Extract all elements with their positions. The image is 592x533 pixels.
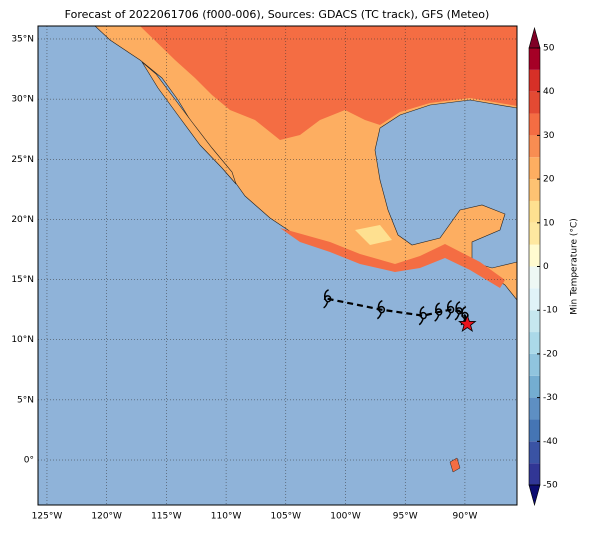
storm-symbol — [376, 299, 386, 320]
colorbar-over — [528, 26, 541, 49]
map-title: Forecast of 2022061706 (f000-006), Sourc… — [65, 8, 490, 21]
colorbar-segment — [529, 113, 540, 136]
lon-tick-label: 125°W — [32, 512, 63, 522]
lat-tick-label: 35°N — [11, 34, 34, 44]
lon-tick-label: 120°W — [91, 512, 122, 522]
colorbar-segment — [529, 419, 540, 442]
track-line — [327, 297, 469, 325]
colorbar-segment — [529, 353, 540, 376]
lat-tick-label: 25°N — [11, 155, 34, 165]
land-mild — [355, 225, 392, 245]
colorbar-segment — [529, 463, 540, 485]
colorbar-tick-label: -20 — [543, 349, 558, 359]
map-frame — [37, 25, 518, 506]
lat-tick-label: 10°N — [11, 335, 34, 345]
colorbar-segment — [529, 135, 540, 158]
colorbar-tick-label: 20 — [543, 175, 555, 185]
colorbar-under — [528, 484, 541, 507]
lon-tick-label: 90°W — [453, 512, 478, 522]
colorbar-tick-label: 0 — [543, 262, 549, 272]
map-area — [38, 26, 517, 505]
land-warm — [280, 228, 505, 288]
lon-tick-label: 95°W — [393, 512, 418, 522]
lon-tick-label: 100°W — [330, 512, 361, 522]
colorbar-segment — [529, 397, 540, 420]
colorbar-segment — [529, 375, 540, 398]
lon-tick-label: 110°W — [211, 512, 242, 522]
colorbar-segment — [529, 310, 540, 333]
colorbar-tick-label: -10 — [543, 306, 558, 316]
lat-tick-label: 0° — [24, 456, 34, 466]
land-warm — [140, 26, 517, 140]
colorbar: -50 -40 -30 -20 -10 0 10 20 30 40 50 Min Temperatur… — [528, 26, 580, 507]
colorbar-segment — [529, 157, 540, 180]
colorbar-segment — [529, 288, 540, 311]
colorbar-segment — [529, 69, 540, 92]
colorbar-tick-label: -50 — [543, 481, 558, 491]
colorbar-segment — [529, 48, 540, 70]
colorbar-tick-label: 40 — [543, 87, 555, 97]
colorbar-segment — [529, 179, 540, 201]
colorbar-tick-label: 50 — [543, 44, 555, 54]
colorbar-segment — [529, 91, 540, 114]
lat-tick-label: 20°N — [11, 215, 34, 225]
colorbar-tick-label: 10 — [543, 218, 555, 228]
island — [449, 457, 461, 473]
colorbar-segment — [529, 266, 540, 289]
lon-tick-label: 115°W — [151, 512, 182, 522]
colorbar-segment — [529, 244, 540, 267]
colorbar-segment — [529, 200, 540, 223]
colorbar-tick-label: 30 — [543, 131, 555, 141]
storm-symbol — [446, 299, 455, 320]
lon-tick-label: 105°W — [271, 512, 302, 522]
lat-tick-label: 30°N — [11, 95, 34, 105]
storm-symbol — [323, 289, 332, 309]
lat-tick-label: 5°N — [17, 395, 34, 405]
colorbar-tick-label: -30 — [543, 393, 558, 403]
baja-california — [141, 61, 237, 185]
lat-tick-label: 15°N — [11, 275, 34, 285]
colorbar-segment — [529, 441, 540, 464]
colorbar-tick-label: -40 — [543, 437, 558, 447]
colorbar-segment — [529, 332, 540, 354]
axis-ticks: 125°W 120°W 115°W 110°W 105°W 100°W 95°W 90°W 0°… — [11, 34, 477, 521]
colorbar-label: Min Temperature (°C) — [570, 218, 580, 315]
grid — [38, 26, 517, 505]
storm-symbol — [418, 305, 427, 326]
storm-track — [323, 289, 477, 332]
current-position — [458, 314, 477, 332]
colorbar-segment — [529, 222, 540, 245]
storm-symbol — [434, 302, 443, 322]
